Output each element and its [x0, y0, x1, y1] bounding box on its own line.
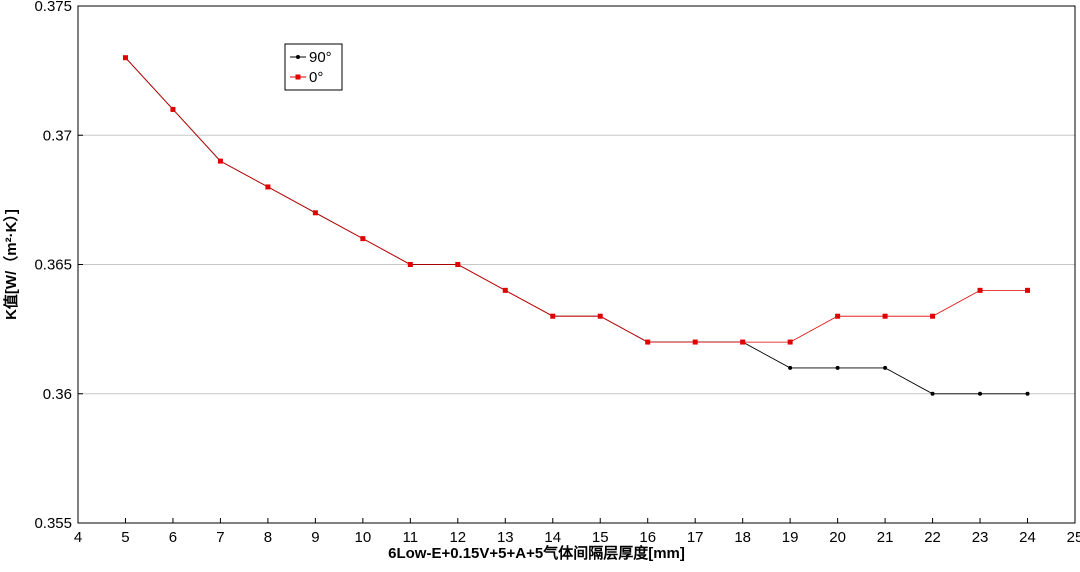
data-point-0	[835, 365, 840, 370]
legend-item-90deg: 90°	[290, 49, 332, 66]
legend-swatch-marker	[295, 74, 301, 80]
grid-lines	[78, 134, 1075, 395]
axis-ticks: 0.355 0.36 0.365 0.37 0.375 4 5 6 7 8 9 10 11 12 13 14 1…	[34, 0, 1080, 546]
x-tick-label: 23	[972, 529, 989, 546]
y-tick-label: 0.365	[34, 257, 72, 274]
x-tick-label: 14	[544, 529, 561, 546]
x-tick-label: 8	[264, 529, 272, 546]
x-tick-label: 12	[449, 529, 466, 546]
series-line-1	[125, 57, 1028, 343]
legend: 90° 0°	[284, 43, 343, 91]
x-tick-label: 15	[592, 529, 609, 546]
data-point-1	[455, 262, 461, 267]
data-point-0	[788, 365, 793, 370]
data-point-1	[882, 313, 888, 319]
data-point-1	[407, 262, 413, 267]
data-point-0	[930, 391, 935, 396]
x-tick-label: 10	[355, 529, 372, 546]
data-point-1	[977, 287, 983, 293]
series-line-0	[125, 57, 1028, 395]
data-point-1	[787, 339, 793, 345]
x-tick-label: 24	[1019, 529, 1036, 546]
x-tick-label: 21	[877, 529, 894, 546]
data-point-1	[360, 236, 366, 242]
x-tick-label: 18	[734, 529, 751, 546]
data-point-1	[265, 184, 271, 190]
data-point-0	[978, 391, 983, 396]
data-point-1	[597, 313, 603, 319]
data-point-1	[170, 106, 176, 112]
y-tick-label: 0.36	[43, 386, 72, 403]
legend-box	[284, 43, 343, 91]
y-tick-label: 0.355	[34, 515, 72, 532]
data-point-0	[883, 365, 888, 370]
legend-swatch-marker	[296, 55, 300, 59]
x-tick-label: 5	[121, 529, 129, 546]
series-layer	[122, 55, 1031, 396]
y-axis-title: K值[W/（m²·K）]	[2, 209, 20, 320]
data-point-1	[645, 339, 651, 345]
data-point-1	[550, 313, 556, 319]
x-tick-label: 6	[169, 529, 177, 546]
x-tick-label: 20	[829, 529, 846, 546]
data-point-1	[740, 339, 746, 345]
data-point-1	[1025, 287, 1031, 293]
x-tick-label: 7	[216, 529, 224, 546]
x-tick-label: 22	[924, 529, 941, 546]
x-tick-label: 25	[1067, 529, 1080, 546]
x-tick-label: 19	[782, 529, 799, 546]
data-point-1	[217, 158, 223, 164]
legend-item-0deg: 0°	[290, 69, 323, 86]
x-tick-label: 13	[497, 529, 514, 546]
data-point-1	[312, 210, 318, 216]
y-tick-label: 0.375	[34, 0, 72, 15]
y-tick-label: 0.37	[43, 127, 72, 144]
x-axis-title: 6Low-E+0.15V+5+A+5气体间隔层厚度[mm]	[388, 544, 685, 562]
data-point-0	[1025, 391, 1030, 396]
data-point-1	[835, 313, 841, 319]
legend-label: 0°	[309, 69, 323, 86]
x-tick-label: 16	[639, 529, 656, 546]
x-tick-label: 9	[311, 529, 319, 546]
x-tick-label: 17	[687, 529, 704, 546]
data-point-1	[930, 313, 936, 319]
legend-label: 90°	[309, 49, 332, 66]
data-point-1	[502, 287, 508, 293]
data-point-1	[692, 339, 698, 345]
data-point-1	[122, 55, 128, 61]
x-tick-label: 4	[74, 529, 82, 546]
x-tick-label: 11	[403, 529, 419, 546]
